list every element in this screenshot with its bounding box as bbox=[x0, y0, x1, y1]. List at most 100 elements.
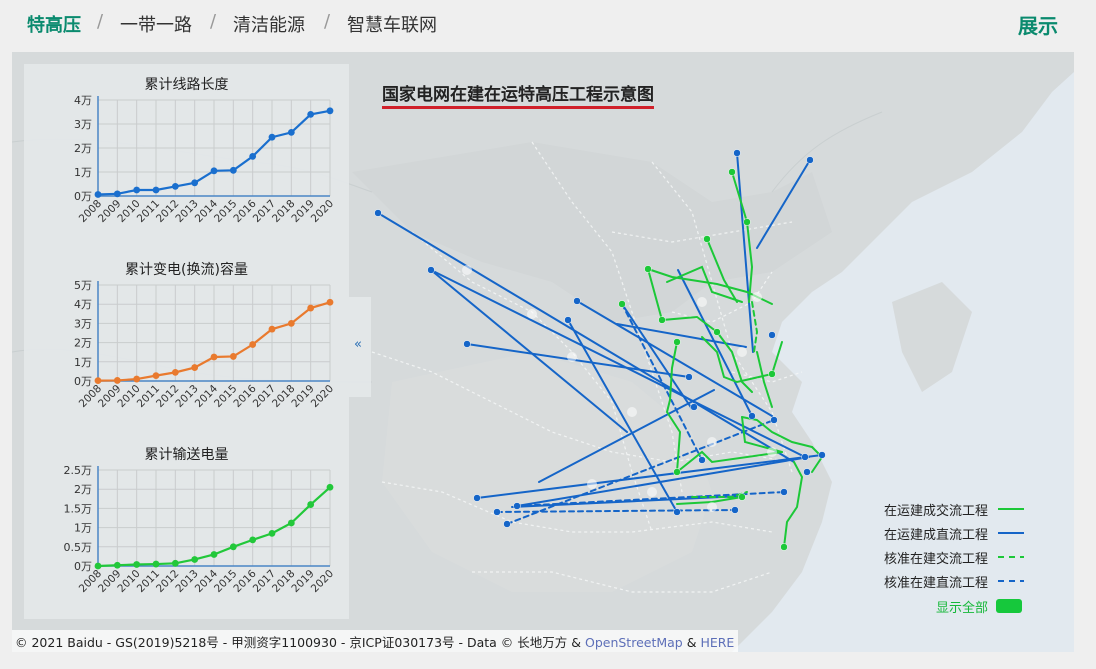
data-point bbox=[94, 377, 102, 385]
legend-item-dc-planned[interactable]: 核准在建直流工程 bbox=[834, 569, 1034, 593]
statistics-panel: 累计线路长度 0万 1万 2万 3万 4万 2008 2009 2010 2011 2012 201… bbox=[24, 64, 349, 619]
panel-collapse-toggle[interactable]: « bbox=[349, 297, 371, 397]
top-navigation: 特高压 / 一带一路 / 清洁能源 / 智慧车联网 展示 bbox=[0, 0, 1096, 48]
data-point bbox=[113, 561, 121, 569]
y-tick-label: 5万 bbox=[74, 279, 92, 292]
double-chevron-left-icon: « bbox=[354, 337, 362, 352]
y-tick-label: 2万 bbox=[74, 142, 92, 155]
data-point bbox=[229, 543, 237, 551]
chart-energy: 累计输送电量 0万 0.5万 1万 1.5万 2万 2.5万 2008 2009 2010 201… bbox=[24, 434, 349, 619]
chart-capacity-plot: 0万1万2万3万4万5万2008200920102011201220132014… bbox=[74, 279, 336, 410]
chart-energy-plot: 0万0.5万1万1.5万2万2.5万2008200920102011201220… bbox=[64, 464, 337, 595]
y-tick-label: 3万 bbox=[74, 317, 92, 330]
data-point bbox=[268, 529, 276, 537]
show-all-button[interactable]: 显示全部 bbox=[834, 593, 1034, 617]
legend-label: 在运建成交流工程 bbox=[883, 504, 988, 519]
data-point bbox=[249, 153, 257, 160]
data-point bbox=[287, 129, 295, 136]
nav-separator: / bbox=[324, 11, 331, 32]
data-point bbox=[152, 372, 160, 380]
data-point bbox=[326, 107, 334, 115]
legend-item-dc-built[interactable]: 在运建成直流工程 bbox=[834, 521, 1034, 545]
tab-clean-energy[interactable]: 清洁能源 bbox=[233, 15, 305, 36]
chart-title: 累计输送电量 bbox=[144, 447, 229, 463]
copyright-text: © 2021 Baidu - GS(2019)5218号 - 甲测资字11009… bbox=[15, 635, 585, 650]
map-legend: 在运建成交流工程 在运建成直流工程 核准在建交流工程 核准在建直流工程 显示全部 bbox=[834, 497, 1034, 617]
tab-uhv[interactable]: 特高压 bbox=[27, 15, 81, 36]
data-point bbox=[229, 353, 237, 360]
x-tick-label: 2020 bbox=[309, 383, 336, 410]
y-tick-label: 4万 bbox=[74, 94, 92, 107]
y-tick-label: 3万 bbox=[74, 118, 92, 131]
data-point bbox=[268, 133, 276, 141]
legend-line-swatch bbox=[998, 532, 1024, 534]
copyright-and: & bbox=[682, 635, 701, 650]
data-point bbox=[152, 186, 160, 194]
data-point bbox=[171, 368, 179, 376]
data-point bbox=[171, 559, 179, 567]
y-tick-label: 1万 bbox=[74, 166, 92, 179]
map-background bbox=[12, 52, 1074, 652]
plot-area: 0万0.5万1万1.5万2万2.5万2008200920102011201220… bbox=[64, 464, 337, 595]
data-point bbox=[210, 551, 218, 558]
y-tick-label: 1万 bbox=[74, 356, 92, 369]
data-point bbox=[191, 179, 199, 187]
y-tick-label: 1.5万 bbox=[64, 502, 93, 515]
data-point bbox=[133, 375, 141, 383]
data-point bbox=[307, 304, 315, 312]
chart-capacity: 累计变电(换流)容量 0万 1万 2万 3万 4万 5万 2008 2009 2010 2011 2… bbox=[24, 249, 349, 434]
legend-item-ac-planned[interactable]: 核准在建交流工程 bbox=[834, 545, 1034, 569]
show-all-label: 显示全部 bbox=[935, 601, 988, 616]
map-title: 国家电网在建在运特高压工程示意图 bbox=[382, 80, 654, 109]
data-point bbox=[191, 556, 199, 563]
chart-title: 累计变电(换流)容量 bbox=[125, 262, 248, 278]
chart-line-length-plot: 0万1万2万3万4万200820092010201120122013201420… bbox=[74, 94, 336, 225]
data-point bbox=[307, 501, 315, 508]
data-point bbox=[249, 536, 257, 544]
data-point bbox=[249, 341, 257, 348]
y-tick-label: 0万 bbox=[74, 375, 92, 388]
data-point bbox=[229, 166, 237, 174]
data-point bbox=[94, 191, 102, 198]
data-point bbox=[94, 562, 102, 570]
x-tick-label: 2020 bbox=[309, 198, 336, 225]
legend-line-swatch bbox=[998, 580, 1024, 582]
data-point bbox=[210, 167, 218, 175]
data-point bbox=[113, 190, 121, 198]
here-link[interactable]: HERE bbox=[700, 635, 735, 650]
data-point bbox=[191, 364, 199, 371]
y-tick-label: 0.5万 bbox=[64, 541, 93, 554]
legend-line-swatch bbox=[998, 508, 1024, 510]
legend-line-swatch bbox=[998, 556, 1024, 558]
legend-label: 核准在建交流工程 bbox=[883, 552, 988, 567]
x-tick-label: 2020 bbox=[309, 568, 336, 595]
legend-label: 在运建成直流工程 bbox=[883, 528, 988, 543]
show-all-toggle[interactable] bbox=[996, 599, 1022, 613]
data-point bbox=[113, 377, 121, 384]
data-point bbox=[133, 186, 141, 194]
data-point bbox=[210, 353, 218, 361]
data-point bbox=[171, 183, 179, 190]
data-point bbox=[307, 111, 315, 118]
data-point bbox=[268, 325, 276, 333]
y-tick-label: 2万 bbox=[74, 483, 92, 496]
data-point bbox=[287, 519, 295, 527]
y-tick-label: 1万 bbox=[74, 522, 92, 535]
chart-title: 累计线路长度 bbox=[144, 77, 229, 93]
data-point bbox=[326, 483, 334, 491]
legend-item-ac-built[interactable]: 在运建成交流工程 bbox=[834, 497, 1034, 521]
y-tick-label: 4万 bbox=[74, 298, 92, 311]
map-copyright: © 2021 Baidu - GS(2019)5218号 - 甲测资字11009… bbox=[12, 630, 739, 652]
chart-line-length: 累计线路长度 0万 1万 2万 3万 4万 2008 2009 2010 2011 2012 201… bbox=[24, 64, 349, 249]
map-view[interactable]: 国家电网在建在运特高压工程示意图 累计线路长度 0万 1万 2万 3万 4万 2008 20… bbox=[12, 52, 1074, 652]
tab-smart-iov[interactable]: 智慧车联网 bbox=[347, 15, 437, 36]
brand-title: 展示 bbox=[1018, 14, 1058, 38]
y-tick-label: 0万 bbox=[74, 560, 92, 573]
y-tick-label: 2万 bbox=[74, 337, 92, 350]
y-tick-label: 0万 bbox=[74, 190, 92, 203]
tab-belt-road[interactable]: 一带一路 bbox=[120, 15, 192, 36]
nav-separator: / bbox=[210, 11, 217, 32]
data-point bbox=[152, 560, 160, 568]
plot-area: 0万1万2万3万4万5万2008200920102011201220132014… bbox=[74, 279, 336, 410]
openstreetmap-link[interactable]: OpenStreetMap bbox=[584, 635, 683, 650]
